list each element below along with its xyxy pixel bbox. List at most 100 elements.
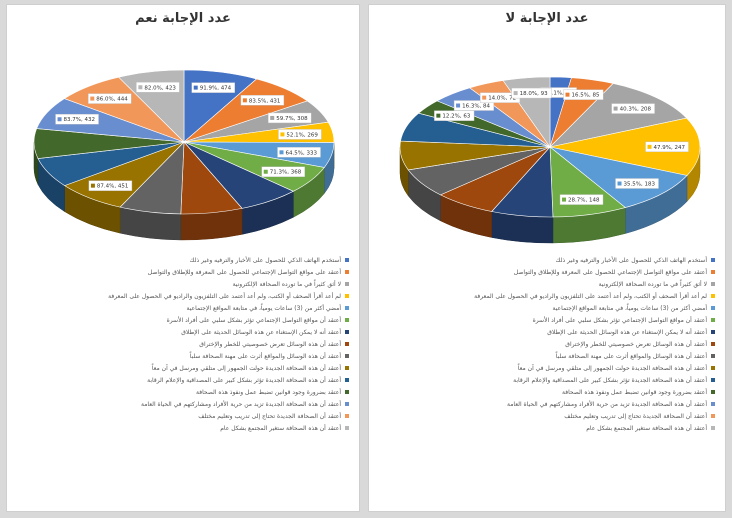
pie-slice — [549, 146, 688, 208]
legend-label: أعتقد أن هذه الوسائل والمواقع أثرت على م… — [555, 353, 707, 360]
legend-item: لا أثق كثيراً في ما تورده الصحافة الإلكت… — [17, 281, 349, 288]
data-label-text: 83.5%, 431 — [249, 98, 280, 104]
legend-item: أعتقد على مواقع التواصل الإجتماعي للحصول… — [379, 269, 715, 276]
legend-swatch — [345, 294, 349, 298]
legend-label: أعتقد أن هذه الصحافة الجديدة تؤثر بشكل ك… — [147, 377, 341, 384]
legend-swatch — [345, 258, 349, 262]
data-label: 16.3%, 84 — [453, 100, 494, 111]
legend-swatch — [711, 306, 715, 310]
legend-swatch — [711, 342, 715, 346]
legend-swatch — [345, 282, 349, 286]
legend-swatch — [711, 294, 715, 298]
legend-label: أعتقد أن مواقع التواصل الإجتماعي تؤثر بش… — [532, 317, 707, 324]
data-label: 28.7%, 148 — [559, 194, 604, 205]
legend-item: لم أعد أقرأ الصحف أو الكتب، ولم أعد أعتم… — [17, 293, 349, 300]
data-label-text: 52.1%, 269 — [286, 132, 318, 138]
pie-slice — [549, 117, 701, 176]
data-label: 91.9%, 474 — [191, 82, 235, 93]
legend-swatch — [711, 366, 715, 370]
pie-slice — [549, 83, 688, 148]
legend-item: أعتقد أنه لا يمكن الإستغناء عن هذه الوسا… — [379, 329, 715, 336]
legend-swatch — [711, 270, 715, 274]
data-label-text: 71.3%, 368 — [270, 170, 302, 176]
legend-label: أمضي أكثر من (3) ساعات يومياً، في متابعة… — [552, 305, 707, 312]
legend-item: أعتقد أن مواقع التواصل الإجتماعي تؤثر بش… — [379, 317, 715, 324]
legend-item: أعتقد أن هذه الصحافة الجديدة تزيد من حري… — [379, 401, 715, 408]
legend-label: أعتقد أن هذه الصحافة الجديدة تزيد من حري… — [506, 401, 707, 408]
legend-swatch — [345, 306, 349, 310]
data-label: 18.0%, 93 — [511, 87, 552, 99]
data-label: 59.7%, 308 — [268, 112, 312, 124]
legend-item: أعتقد أن هذه الصحافة الجديدة تؤثر بشكل ك… — [17, 377, 349, 384]
legend-swatch — [711, 426, 715, 430]
legend-item: أعتقد أن الصحافة الجديدة تحتاج إلى تدريب… — [379, 413, 715, 420]
legend-swatch — [345, 342, 349, 346]
legend-swatch — [345, 390, 349, 394]
legend-swatch — [345, 402, 349, 406]
legend-item: أمضي أكثر من (3) ساعات يومياً، في متابعة… — [379, 305, 715, 312]
legend-label: أعتقد على مواقع التواصل الإجتماعي للحصول… — [513, 269, 707, 276]
legend-item: أستخدم الهاتف الذكي للحصول على الأخبار و… — [379, 257, 715, 264]
legend-label: أعتقد أن مواقع التواصل الإجتماعي تؤثر بش… — [166, 317, 341, 324]
legend-swatch — [711, 414, 715, 418]
legend-item: أعتقد أن مواقع التواصل الإجتماعي تؤثر بش… — [17, 317, 349, 324]
data-label: 64.5%, 333 — [277, 147, 321, 158]
chart-panel-no: عدد الإجابة لا 8.1%, 42 16.5%, 85 40.3%, 2… — [368, 4, 726, 512]
legend-label: لم أعد أقرأ الصحف أو الكتب، ولم أعد أعتم… — [108, 293, 341, 300]
data-label: 82.0%, 423 — [136, 82, 180, 93]
data-label: 87.4%, 451 — [88, 180, 133, 191]
data-label-text: 14.0%, 72 — [488, 96, 516, 102]
data-label-text: 82.0%, 423 — [144, 85, 176, 91]
data-label-text: 87.4%, 451 — [97, 184, 128, 190]
legend-label: لم أعد أقرأ الصحف أو الكتب، ولم أعد أعتم… — [474, 293, 707, 300]
legend-label: أعتقد بضرورة وجود قوانين تضبط عمل ونفوذ … — [196, 389, 341, 396]
legend-label: أعتقد أنه لا يمكن الإستغناء عن هذه الوسا… — [547, 329, 707, 336]
legend-swatch — [711, 378, 715, 382]
data-label-text: 59.7%, 308 — [276, 116, 308, 122]
legend-item: أعتقد أن هذه الوسائل تعرض خصوصيتي للخطر … — [379, 341, 715, 348]
data-label: 52.1%, 269 — [278, 129, 322, 140]
legend-item: أعتقد أن هذه الصحافة الجديدة تزيد من حري… — [17, 401, 349, 408]
legend-item: أمضي أكثر من (3) ساعات يومياً، في متابعة… — [17, 305, 349, 312]
chart-title: عدد الإجابة نعم — [135, 11, 231, 26]
legend-item: أعتقد على مواقع التواصل الإجتماعي للحصول… — [17, 269, 349, 276]
data-label-text: 8.1%, 42 — [548, 91, 572, 97]
legend-item: أعتقد بضرورة وجود قوانين تضبط عمل ونفوذ … — [17, 389, 349, 396]
legend-swatch — [345, 318, 349, 322]
legend-label: أعتقد أن هذه الصحافة الجديدة حولت الجمهو… — [151, 365, 341, 372]
legend-swatch — [345, 378, 349, 382]
legend-label: أعتقد أن هذه الصحافة ستغير المجتمع بشكل … — [220, 425, 341, 432]
chart-title: عدد الإجابة لا — [505, 11, 589, 26]
data-label-text: 18.0%, 93 — [520, 91, 548, 97]
legend-item: لا أثق كثيراً في ما تورده الصحافة الإلكت… — [379, 281, 715, 288]
legend-item: أعتقد أن هذه الصحافة ستغير المجتمع بشكل … — [379, 425, 715, 432]
legend-label: أعتقد أن هذه الوسائل تعرض خصوصيتي للخطر … — [565, 341, 707, 348]
legend-label: أعتقد على مواقع التواصل الإجتماعي للحصول… — [147, 269, 341, 276]
data-label: 16.5%, 85 — [563, 89, 604, 100]
legend-label: أعتقد أن هذه الصحافة الجديدة تؤثر بشكل ك… — [513, 377, 707, 384]
legend-item: أعتقد أنه لا يمكن الإستغناء عن هذه الوسا… — [17, 329, 349, 336]
legend-swatch — [711, 318, 715, 322]
legend-item: أستخدم الهاتف الذكي للحصول على الأخبار و… — [17, 257, 349, 264]
legend-swatch — [345, 426, 349, 430]
data-label-text: 40.3%, 208 — [620, 107, 652, 113]
legend-swatch — [711, 282, 715, 286]
data-label: 12.2%, 63 — [434, 110, 475, 121]
data-label-text: 83.7%, 432 — [64, 117, 95, 123]
legend-label: لا أثق كثيراً في ما تورده الصحافة الإلكت… — [598, 281, 707, 288]
legend-swatch — [711, 354, 715, 358]
legend-item: أعتقد بضرورة وجود قوانين تضبط عمل ونفوذ … — [379, 389, 715, 396]
legend-label: أستخدم الهاتف الذكي للحصول على الأخبار و… — [555, 257, 707, 264]
data-label: 47.9%, 247 — [645, 141, 689, 153]
data-label-text: 16.3%, 84 — [462, 104, 490, 110]
data-label-text: 35.5%, 183 — [624, 181, 656, 187]
data-label: 71.3%, 368 — [261, 166, 305, 177]
legend-label: أعتقد أن هذه الصحافة الجديدة حولت الجمهو… — [517, 365, 707, 372]
legend-label: أعتقد أنه لا يمكن الإستغناء عن هذه الوسا… — [181, 329, 341, 336]
legend-swatch — [711, 330, 715, 334]
legend-label: أستخدم الهاتف الذكي للحصول على الأخبار و… — [189, 257, 341, 264]
legend-item: أعتقد أن هذه الصحافة الجديدة حولت الجمهو… — [379, 365, 715, 372]
legend-swatch — [345, 366, 349, 370]
legend-item: أعتقد أن هذه الصحافة الجديدة حولت الجمهو… — [17, 365, 349, 372]
data-label-text: 12.2%, 63 — [442, 114, 470, 120]
